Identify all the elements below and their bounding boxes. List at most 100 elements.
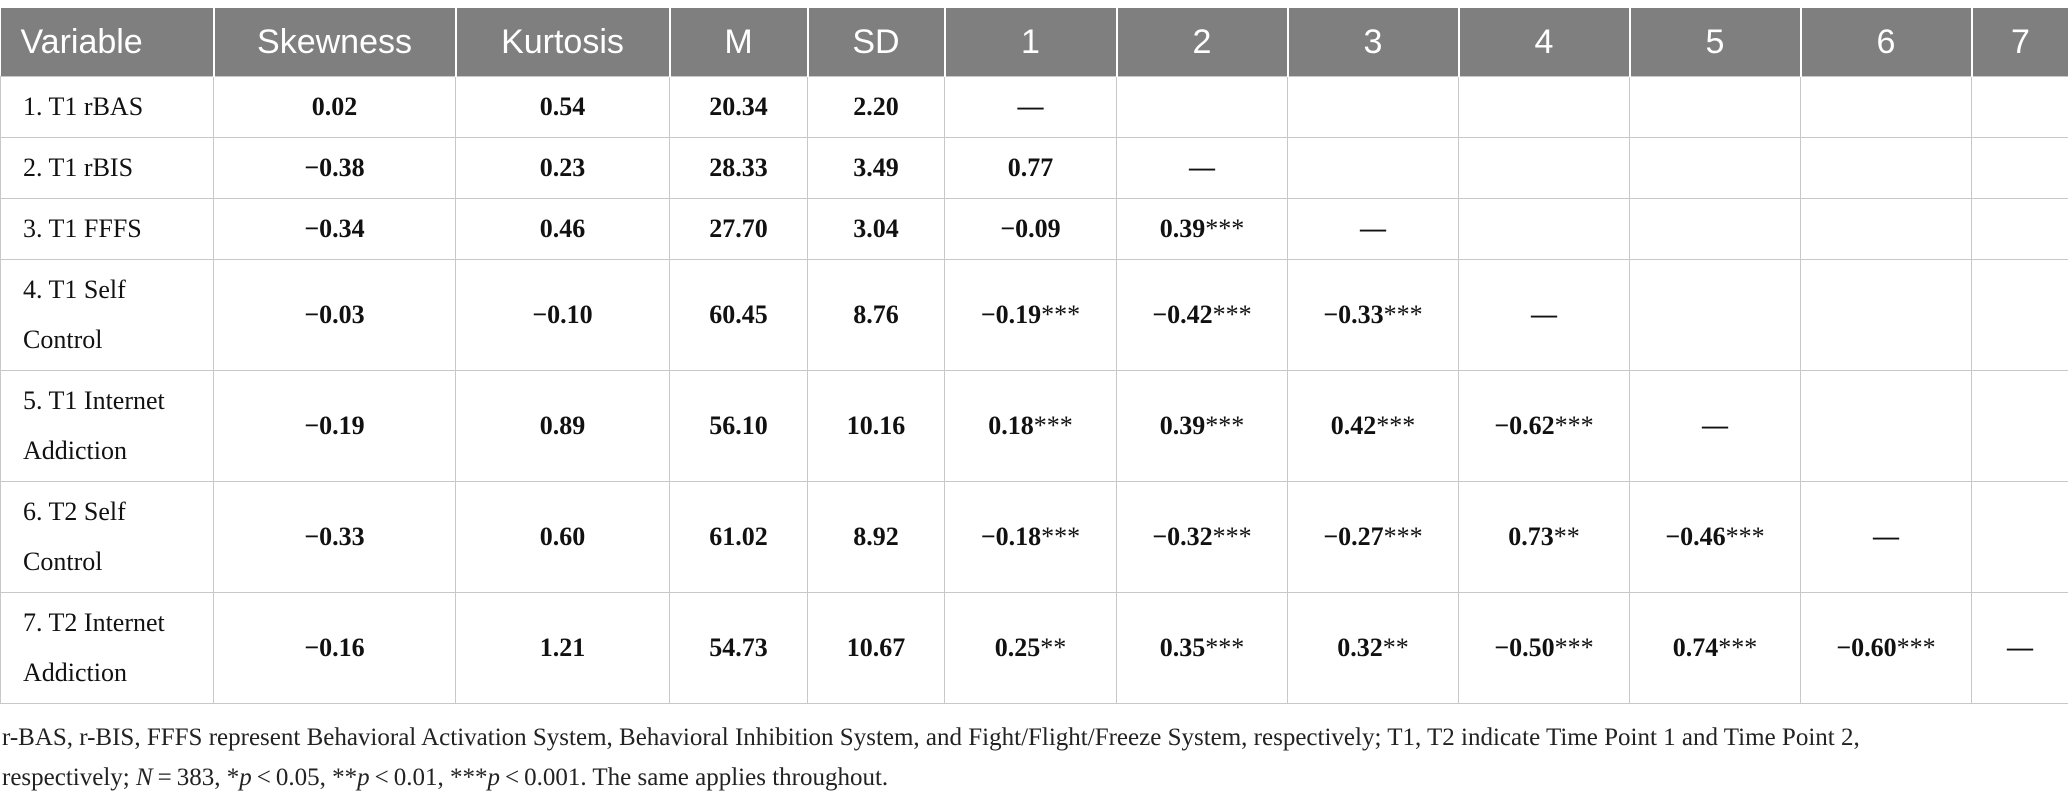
correlation-cell	[1629, 76, 1801, 138]
column-header-kurtosis: Kurtosis	[454, 8, 670, 77]
sd-cell: 3.49	[807, 137, 945, 199]
column-header-sd: SD	[806, 8, 945, 77]
note-line-1: r-BAS, r-BIS, FFFS represent Behavioral …	[2, 724, 1860, 751]
correlation-cell: −0.18***	[944, 481, 1117, 593]
column-header-m: M	[668, 8, 808, 77]
significance-stars: ***	[1725, 522, 1765, 551]
variable-label-line: Control	[23, 325, 103, 354]
skew-cell: −0.19	[213, 370, 456, 482]
correlation-cell: —	[1116, 137, 1288, 199]
kurt-cell: −0.10	[455, 259, 670, 371]
correlation-cell: −0.27***	[1287, 481, 1459, 593]
significance-stars: ***	[1205, 633, 1245, 662]
correlation-value: 0.73	[1508, 522, 1554, 551]
correlation-cell: —	[1287, 198, 1459, 260]
kurt-cell: 0.54	[455, 76, 670, 138]
correlation-cell: −0.33***	[1287, 259, 1459, 371]
correlation-cell: 0.35***	[1116, 592, 1288, 704]
significance-stars: ***	[1383, 300, 1423, 329]
column-header-skewness: Skewness	[212, 8, 456, 77]
variable-label-line: 6. T2 Self	[23, 497, 126, 526]
correlation-value: −0.60	[1836, 633, 1897, 662]
correlation-cell: 0.18***	[944, 370, 1117, 482]
correlation-value: —	[1360, 214, 1386, 243]
correlation-cell: 0.39***	[1116, 370, 1288, 482]
sd-cell: 8.76	[807, 259, 945, 371]
skew-cell: −0.33	[213, 481, 456, 593]
variable-label-line: 4. T1 Self	[23, 275, 126, 304]
correlation-cell	[1800, 370, 1972, 482]
column-header-5: 5	[1628, 8, 1801, 77]
variable-label-line: Control	[23, 547, 103, 576]
correlation-value: 0.39	[1159, 411, 1206, 440]
table-row: 1. T1 rBAS 0.02 0.54 20.34 2.20 —	[0, 76, 2068, 138]
correlation-cell	[1458, 137, 1630, 199]
correlation-value: 0.25	[994, 633, 1041, 662]
sd-cell: 10.67	[807, 592, 945, 704]
correlation-cell: 0.39***	[1116, 198, 1288, 260]
correlation-cell: −0.50***	[1458, 592, 1630, 704]
correlation-cell	[1800, 137, 1972, 199]
m-cell: 20.34	[669, 76, 808, 138]
significance-stars: ***	[1554, 633, 1594, 662]
correlation-cell: 0.32**	[1287, 592, 1459, 704]
correlation-cell: 0.77	[944, 137, 1117, 199]
sd-cell: 3.04	[807, 198, 945, 260]
kurt-cell: 1.21	[455, 592, 670, 704]
significance-stars: ***	[1041, 522, 1081, 551]
table-row: 2. T1 rBIS −0.38 0.23 28.33 3.49 0.77 —	[0, 137, 2068, 199]
correlation-cell	[1116, 76, 1288, 138]
significance-stars: ***	[1383, 522, 1423, 551]
correlation-cell: —	[944, 76, 1117, 138]
correlation-cell: −0.60***	[1800, 592, 1972, 704]
column-header-3: 3	[1286, 8, 1459, 77]
m-cell: 27.70	[669, 198, 808, 260]
variable-cell: 2. T1 rBIS	[0, 137, 214, 199]
correlation-value: 0.35	[1159, 633, 1206, 662]
kurt-cell: 0.60	[455, 481, 670, 593]
correlation-cell	[1800, 259, 1972, 371]
correlation-cell: −0.09	[944, 198, 1117, 260]
correlation-cell	[1629, 198, 1801, 260]
variable-label-line: 5. T1 Internet	[23, 386, 165, 415]
correlation-cell	[1971, 370, 2068, 482]
variable-cell: 5. T1 Internet Addiction	[0, 370, 214, 482]
significance-stars: **	[1382, 633, 1409, 662]
correlation-value: 0.32	[1337, 633, 1383, 662]
column-header-variable: Variable	[0, 8, 214, 77]
correlation-cell: −0.62***	[1458, 370, 1630, 482]
skew-cell: −0.38	[213, 137, 456, 199]
correlation-cell	[1629, 137, 1801, 199]
correlation-value: −0.50	[1494, 633, 1555, 662]
m-cell: 56.10	[669, 370, 808, 482]
column-header-1: 1	[943, 8, 1117, 77]
correlation-value: 0.18	[988, 411, 1034, 440]
table-note: r-BAS, r-BIS, FFFS represent Behavioral …	[2, 718, 2062, 798]
correlation-cell: 0.25**	[944, 592, 1117, 704]
correlation-value: −0.27	[1323, 522, 1384, 551]
correlation-cell	[1458, 198, 1630, 260]
correlation-cell	[1800, 76, 1972, 138]
column-header-2: 2	[1115, 8, 1288, 77]
variable-label-line: 3. T1 FFFS	[23, 214, 142, 243]
table-row: 4. T1 Self Control −0.03 −0.10 60.45 8.76 −0.1…	[0, 259, 2068, 371]
correlation-cell: 0.74***	[1629, 592, 1801, 704]
correlation-value: 0.77	[1007, 153, 1054, 182]
correlation-cell	[1971, 481, 2068, 593]
correlation-value: −0.32	[1152, 522, 1213, 551]
table-wrapper: Variable Skewness Kurtosis M SD 1 2 3 4 5 6 7 1. T1…	[0, 8, 2068, 704]
correlation-cell: —	[1800, 481, 1972, 593]
skew-cell: 0.02	[213, 76, 456, 138]
kurt-cell: 0.89	[455, 370, 670, 482]
table-body: 1. T1 rBAS 0.02 0.54 20.34 2.20 — 2. T1 rBIS −0…	[0, 76, 2068, 704]
correlation-cell	[1800, 198, 1972, 260]
variable-label-line: Addiction	[23, 436, 127, 465]
significance-stars: ***	[1718, 633, 1758, 662]
correlation-value: —	[1189, 153, 1215, 182]
m-cell: 60.45	[669, 259, 808, 371]
correlation-cell: −0.42***	[1116, 259, 1288, 371]
variable-label-line: 7. T2 Internet	[23, 608, 165, 637]
correlation-cell: −0.32***	[1116, 481, 1288, 593]
correlation-value: −0.62	[1494, 411, 1555, 440]
variable-cell: 6. T2 Self Control	[0, 481, 214, 593]
